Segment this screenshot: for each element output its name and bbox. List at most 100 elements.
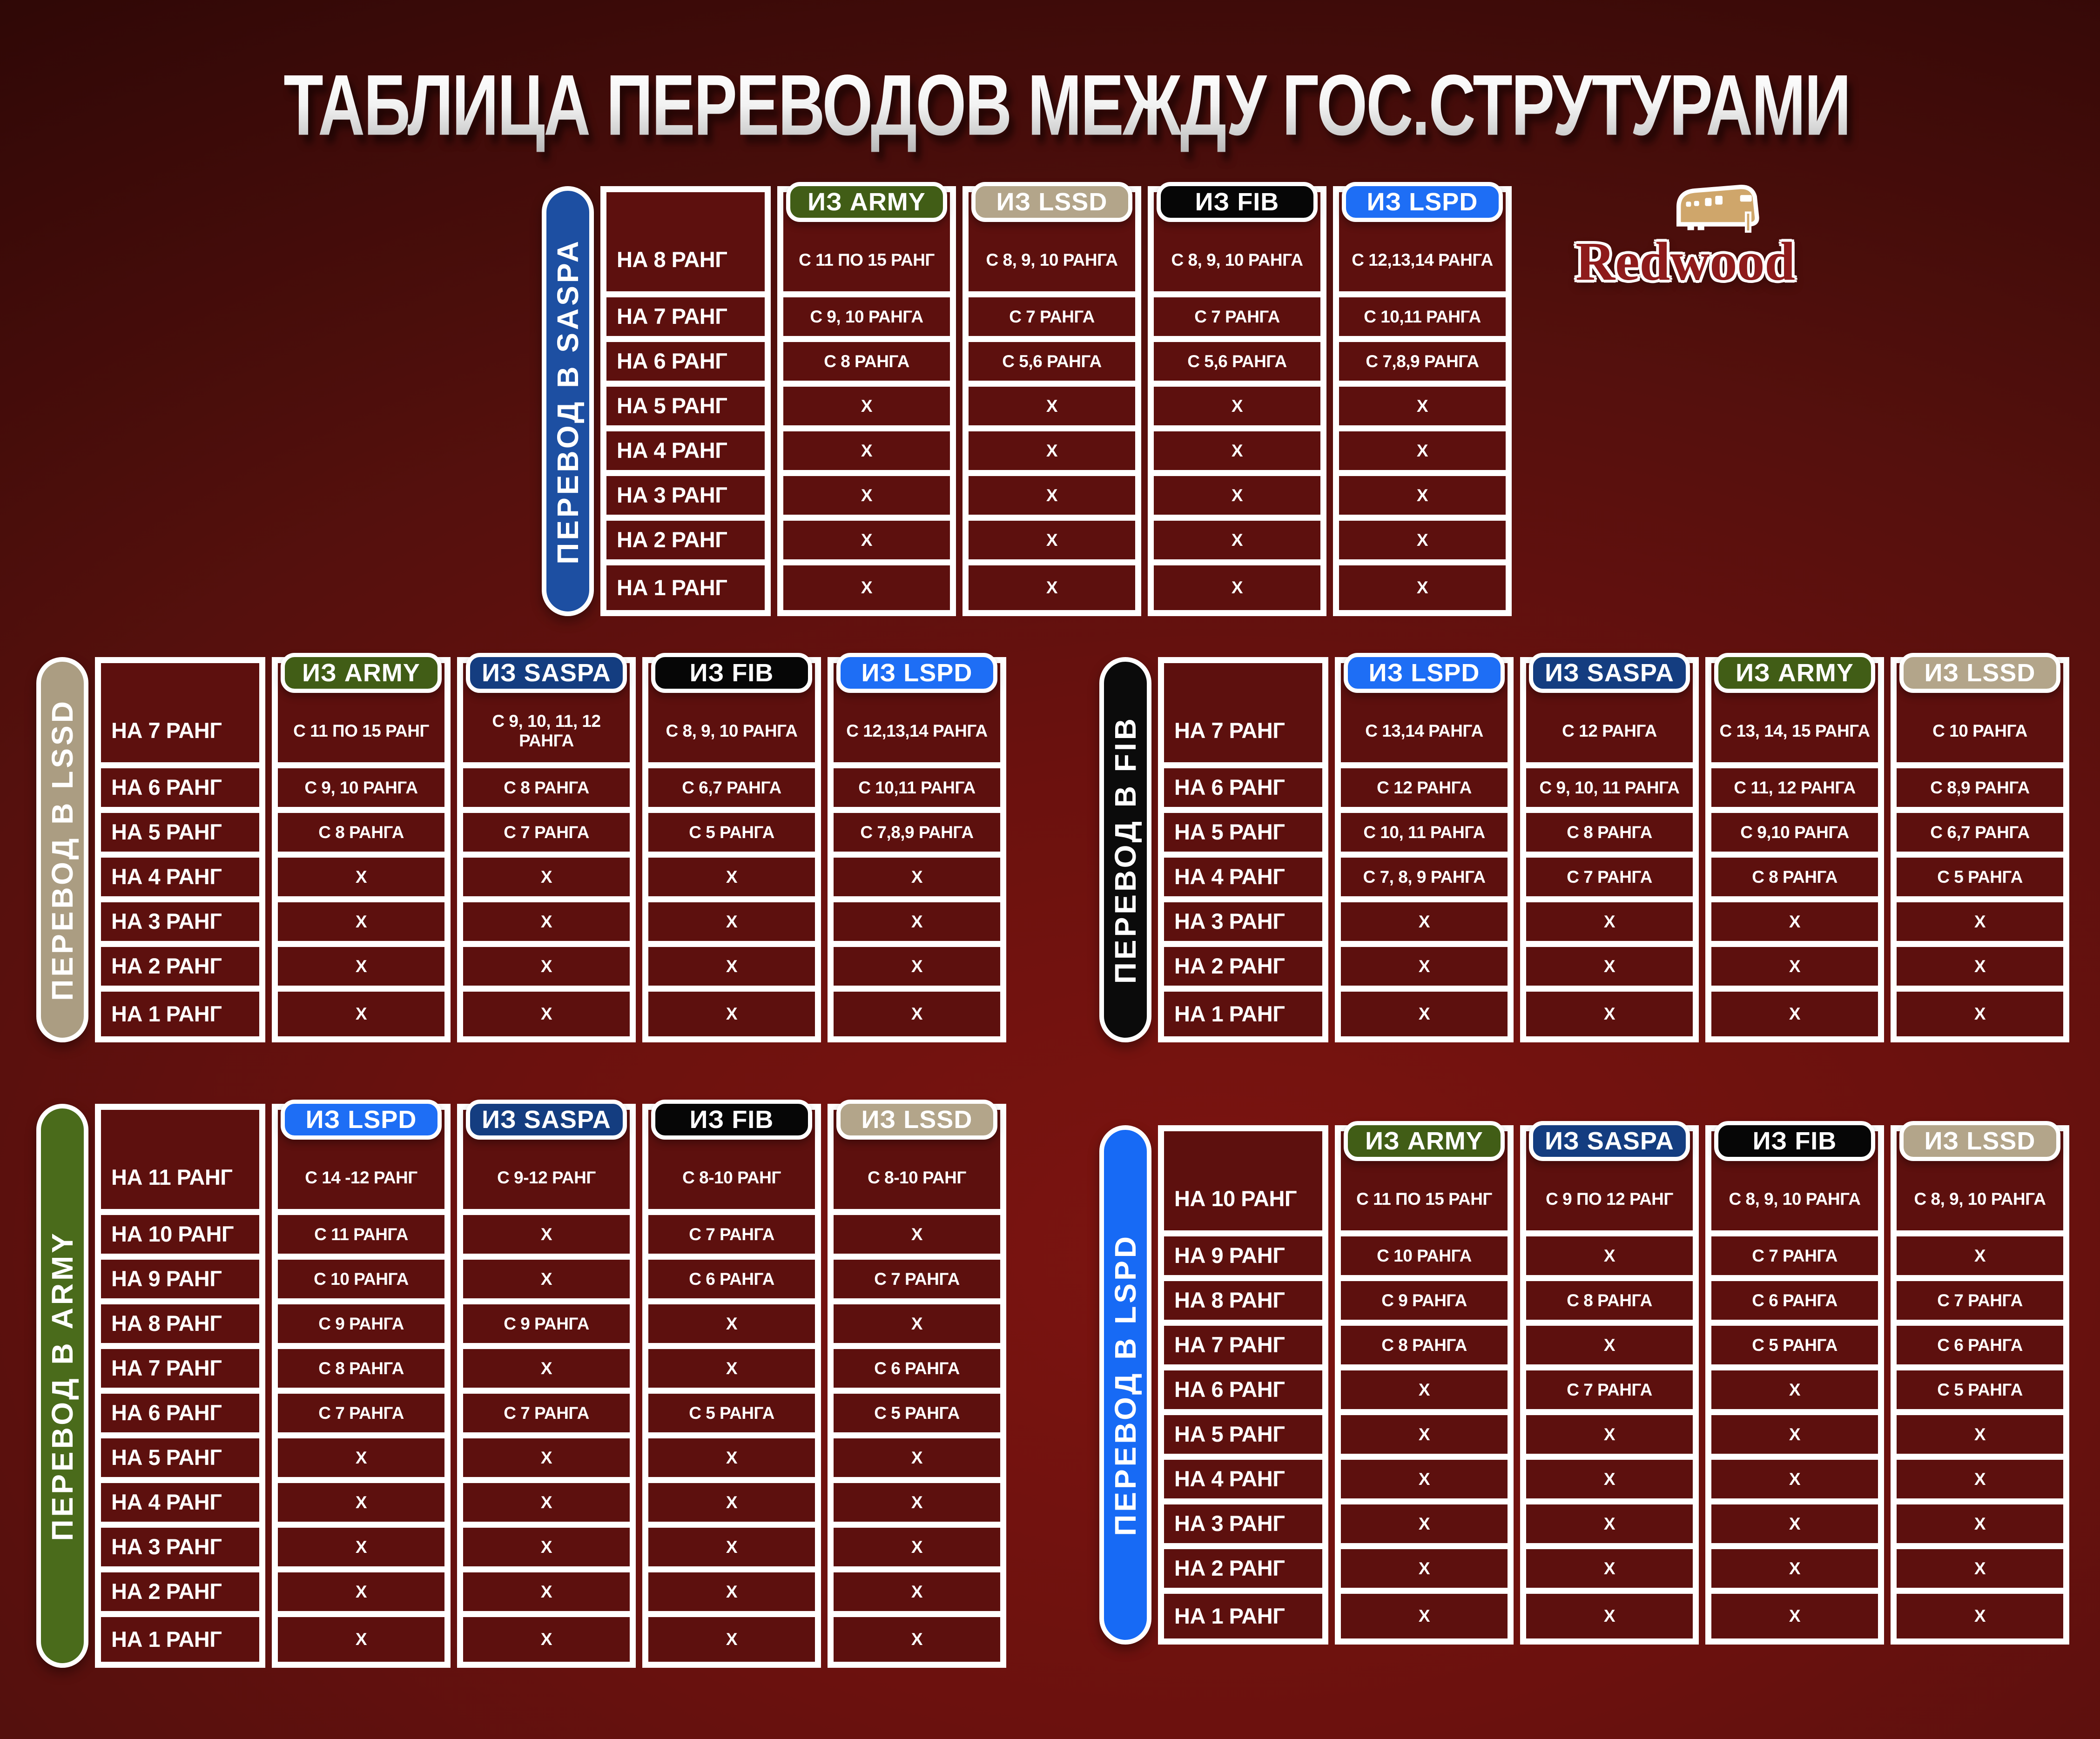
transfer-cell: X [1897,1236,2063,1281]
transfer-cell: X [783,476,950,521]
transfer-cell: С 8 РАНГА [1526,813,1693,858]
row-label: НА 4 РАНГ [1164,858,1322,902]
transfer-cell: X [463,947,630,992]
row-label: НА 10 РАНГ [101,1215,259,1260]
transfer-cell: С 8 РАНГА [1341,1326,1508,1370]
transfer-cell: X [1526,1549,1693,1594]
transfer-cell: X [1711,1370,1878,1415]
transfer-cell: X [783,521,950,565]
transfer-cell: X [1341,1370,1508,1415]
transfer-cell: X [834,1572,1000,1617]
column-header-chip: ИЗ LSSD [1899,1121,2060,1161]
transfer-cell: X [648,1572,815,1617]
transfer-cell: X [463,858,630,902]
redwood-logo: Redwood [1575,185,1795,293]
column-header-chip: ИЗ ARMY [281,653,442,693]
side-label-lspd: ПЕРЕВОД В LSPD [1099,1125,1151,1645]
transfer-cell: X [834,1304,1000,1349]
row-label-column: НА 10 РАНГ НА 9 РАНГ НА 8 РАНГ НА 7 РАНГ НА … [1158,1125,1328,1645]
row-label: НА 6 РАНГ [1164,768,1322,813]
transfer-cell: X [1526,1460,1693,1504]
transfer-cell: С 10 РАНГА [1341,1236,1508,1281]
transfer-cell: X [783,431,950,476]
transfer-cell: С 8 РАНГА [783,342,950,387]
transfer-cell: X [834,1617,1000,1662]
transfer-cell: X [1154,521,1320,565]
row-label: НА 8 РАНГ [101,1304,259,1349]
transfer-cell: С 5 РАНГА [1897,1370,2063,1415]
transfer-cell: X [969,387,1135,431]
column-from-saspa: ИЗ SASPA С 9, 10, 11, 12 РАНГА С 8 РАНГА С … [457,653,636,1042]
transfer-cell: X [463,1483,630,1528]
transfer-cell: X [1341,1594,1508,1638]
column-from-saspa: ИЗ SASPA С 9-12 РАНГ X X С 9 РАНГА X С 7 РАНГА… [457,1100,636,1668]
transfer-cell: С 6,7 РАНГА [1897,813,2063,858]
row-label-column: НА 7 РАНГ НА 6 РАНГ НА 5 РАНГ НА 4 РАНГ НА 3… [95,657,265,1042]
transfer-cell: X [1154,476,1320,521]
column-header-chip: ИЗ ARMY [1344,1121,1505,1161]
trailer-icon [1676,185,1759,233]
row-label: НА 2 РАНГ [101,947,259,992]
transfer-cell: X [648,992,815,1036]
column-from-lspd: ИЗ LSPD С 12,13,14 РАНГА С 10,11 РАНГА С 7,… [1333,182,1512,616]
transfer-cell: X [463,902,630,947]
transfer-cell: X [463,1260,630,1304]
column-header-chip: ИЗ LSPD [1342,182,1503,222]
transfer-cell: X [1341,1504,1508,1549]
transfer-cell: С 7 РАНГА [1154,297,1320,342]
transfer-cell: X [278,992,444,1036]
row-label: НА 3 РАНГ [101,1528,259,1572]
column-from-lspd: ИЗ LSPD С 12,13,14 РАНГА С 10,11 РАНГА С 7,… [828,653,1006,1042]
transfer-cell: X [278,947,444,992]
transfer-cell: X [1897,947,2063,992]
column-from-fib: ИЗ FIB С 8-10 РАНГ С 7 РАНГА С 6 РАНГА X X С 5… [642,1100,821,1668]
transfer-cell: С 6 РАНГА [648,1260,815,1304]
column-header-chip: ИЗ SASPA [1529,1121,1690,1161]
transfer-cell: С 6,7 РАНГА [648,768,815,813]
transfer-cell: X [463,992,630,1036]
table-transfer-to-army: ПЕРЕВОД В ARMY НА 11 РАНГ НА 10 РАНГ НА 9 Р… [36,1100,1006,1668]
transfer-cell: С 7 РАНГА [1526,1370,1693,1415]
transfer-cell: С 8 РАНГА [278,813,444,858]
column-from-army: ИЗ ARMY С 11 ПО 15 РАНГ С 10 РАНГА С 9 РАНГ… [1335,1121,1514,1645]
column-header-chip: ИЗ LSSD [1899,653,2060,693]
transfer-cell: С 7 РАНГА [278,1394,444,1438]
row-label: НА 2 РАНГ [606,521,765,565]
column-header-chip: ИЗ FIB [651,653,812,693]
transfer-cell: X [834,1438,1000,1483]
transfer-cell: X [463,1215,630,1260]
column-from-lssd: ИЗ LSSD С 8, 9, 10 РАНГА X С 7 РАНГА С 6 РАН… [1891,1121,2069,1645]
row-label: НА 4 РАНГ [1164,1460,1322,1504]
transfer-cell: X [278,902,444,947]
transfer-cell: С 6 РАНГА [1897,1326,2063,1370]
transfer-cell: С 8 РАНГА [278,1349,444,1394]
transfer-cell: X [278,1617,444,1662]
transfer-cell: С 5 РАНГА [648,813,815,858]
row-label: НА 5 РАНГ [101,813,259,858]
transfer-cell: С 7 РАНГА [834,1260,1000,1304]
transfer-cell: X [834,1215,1000,1260]
transfer-cell: X [1526,902,1693,947]
row-label: НА 4 РАНГ [606,431,765,476]
transfer-cell: X [783,565,950,610]
transfer-cell: X [1339,565,1506,610]
transfer-cell: X [1711,1415,1878,1460]
transfer-cell: X [1154,565,1320,610]
transfer-cell: С 8 РАНГА [1526,1281,1693,1326]
transfer-cell: X [969,476,1135,521]
column-from-lspd: ИЗ LSPD С 14 -12 РАНГ С 11 РАНГА С 10 РАНГА… [272,1100,451,1668]
column-from-lssd: ИЗ LSSD С 8-10 РАНГ X С 7 РАНГА X С 6 РАНГА С … [828,1100,1006,1668]
row-label: НА 1 РАНГ [101,992,259,1036]
transfer-cell: X [1897,902,2063,947]
transfer-cell: С 5 РАНГА [648,1394,815,1438]
side-label-text: ПЕРЕВОД В SASPA [551,238,585,564]
transfer-cell: X [834,902,1000,947]
transfer-cell: X [1711,902,1878,947]
transfer-cell: X [278,1528,444,1572]
transfer-cell: С 11, 12 РАНГА [1711,768,1878,813]
transfer-cell: С 9 РАНГА [1341,1281,1508,1326]
row-label: НА 7 РАНГ [101,663,259,768]
transfer-cell: X [1711,1460,1878,1504]
column-from-fib: ИЗ FIB С 8, 9, 10 РАНГА С 7 РАНГА С 6 РАНГА… [1705,1121,1884,1645]
transfer-cell: X [648,858,815,902]
